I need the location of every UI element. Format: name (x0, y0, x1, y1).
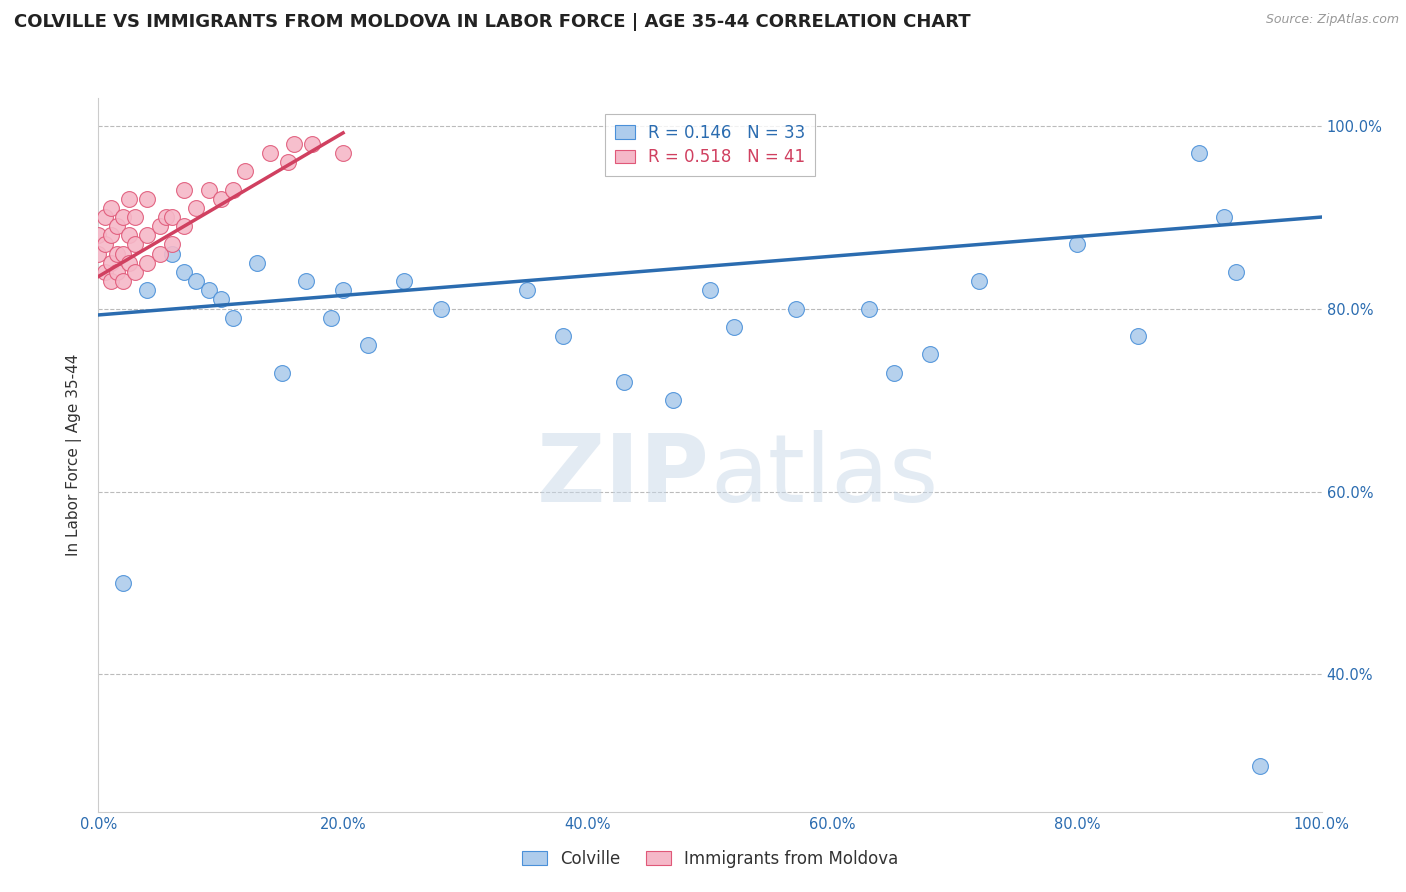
Point (332, 283, 354, 297)
Point (160, 210, 183, 224)
Point (332, 146, 354, 161)
Point (222, 310, 245, 325)
Point (1249, 759, 1271, 773)
Point (186, 274, 208, 288)
Point (105, 219, 128, 234)
Point (259, 146, 281, 161)
Point (392, 274, 416, 288)
Point (149, 246, 172, 260)
Point (209, 192, 232, 206)
Point (430, 301, 453, 316)
Point (515, 283, 537, 297)
Point (149, 219, 172, 234)
Point (270, 366, 294, 380)
Point (613, 375, 636, 389)
Text: ZIP: ZIP (537, 430, 710, 523)
Point (93, 237, 115, 252)
Point (118, 192, 141, 206)
Point (883, 366, 905, 380)
Point (111, 210, 134, 224)
Point (124, 210, 146, 224)
Point (124, 265, 146, 279)
Point (173, 183, 195, 197)
Text: atlas: atlas (710, 430, 938, 523)
Point (155, 210, 177, 224)
Point (111, 246, 134, 260)
Point (319, 310, 342, 325)
Point (124, 237, 146, 252)
Point (173, 219, 195, 234)
Point (858, 301, 880, 316)
Point (100, 228, 122, 243)
Point (160, 246, 183, 260)
Point (1225, 265, 1247, 279)
Legend: Colville, Immigrants from Moldova: Colville, Immigrants from Moldova (515, 844, 905, 875)
Point (197, 183, 219, 197)
Point (662, 392, 685, 407)
Point (105, 265, 128, 279)
Point (295, 274, 318, 288)
Text: Source: ZipAtlas.com: Source: ZipAtlas.com (1265, 13, 1399, 27)
Point (87, 228, 110, 243)
Point (277, 155, 299, 169)
Point (118, 228, 141, 243)
Point (136, 192, 159, 206)
Point (100, 274, 122, 288)
Point (920, 347, 942, 361)
Point (186, 201, 208, 215)
Point (87, 246, 110, 260)
Point (118, 256, 141, 270)
Point (222, 183, 245, 197)
Point (1212, 210, 1234, 224)
Point (160, 237, 183, 252)
Text: COLVILLE VS IMMIGRANTS FROM MOLDOVA IN LABOR FORCE | AGE 35-44 CORRELATION CHART: COLVILLE VS IMMIGRANTS FROM MOLDOVA IN L… (14, 13, 970, 31)
Point (93, 265, 115, 279)
Point (100, 256, 122, 270)
Point (173, 265, 195, 279)
Point (967, 274, 990, 288)
Point (197, 283, 219, 297)
Point (301, 136, 323, 151)
Point (233, 164, 256, 178)
Point (209, 293, 232, 307)
Point (785, 301, 807, 316)
Point (723, 319, 745, 334)
Point (100, 201, 122, 215)
Point (136, 283, 159, 297)
Point (105, 246, 128, 260)
Point (283, 136, 305, 151)
Y-axis label: In Labor Force | Age 35-44: In Labor Force | Age 35-44 (66, 354, 83, 556)
Point (553, 329, 575, 343)
Point (699, 283, 721, 297)
Point (93, 210, 115, 224)
Point (1188, 146, 1211, 161)
Point (356, 338, 378, 352)
Point (111, 274, 134, 288)
Point (1066, 237, 1088, 252)
Point (136, 228, 159, 243)
Point (136, 256, 159, 270)
Point (246, 256, 269, 270)
Point (1128, 329, 1150, 343)
Point (111, 576, 134, 591)
